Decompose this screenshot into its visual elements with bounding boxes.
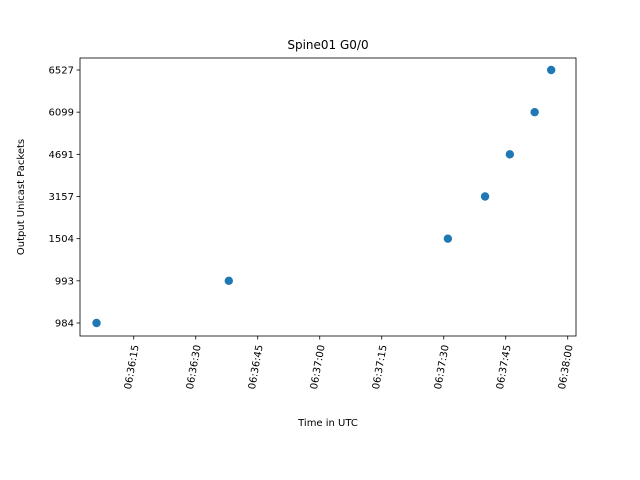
y-tick-label: 984 [55, 319, 74, 330]
y-tick-label: 993 [55, 276, 74, 287]
y-tick-label: 6527 [49, 66, 74, 77]
y-tick-label: 6099 [49, 108, 74, 119]
data-point [224, 276, 233, 286]
data-point [443, 234, 453, 243]
data-points [92, 65, 556, 328]
plot-frame [79, 57, 577, 337]
x-axis-title: Time in UTC [297, 418, 358, 429]
y-axis-title: Output Unicast Packets [16, 139, 27, 255]
y-tick-label: 3157 [49, 192, 74, 203]
data-point [530, 107, 539, 117]
y-axis-ticks: 984 993 1504 3157 4691 6099 6527 [49, 66, 80, 330]
y-tick-label: 4691 [49, 150, 74, 161]
chart-title: Spine01 G0/0 [287, 38, 368, 52]
data-point [505, 150, 515, 159]
y-tick-label: 1504 [49, 234, 74, 245]
data-point [480, 192, 490, 201]
data-point [92, 318, 101, 328]
data-point [547, 65, 556, 75]
